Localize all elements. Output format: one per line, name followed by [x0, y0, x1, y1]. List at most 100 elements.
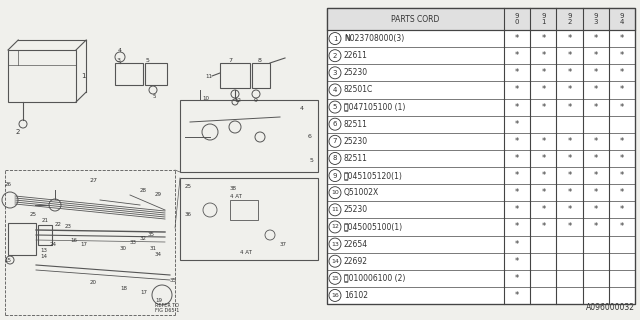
Bar [8, 50, 76, 102]
Text: 11: 11 [205, 74, 212, 78]
Text: *: * [515, 34, 519, 43]
Text: *: * [515, 51, 519, 60]
Text: 9
4: 9 4 [620, 12, 624, 26]
Text: 5: 5 [153, 94, 157, 100]
Text: *: * [541, 188, 545, 197]
Text: *: * [620, 188, 624, 197]
Text: 22: 22 [55, 221, 62, 227]
Text: *: * [541, 205, 545, 214]
Text: *: * [515, 222, 519, 231]
Text: PARTS CORD: PARTS CORD [392, 14, 440, 23]
Text: ℕ: ℕ [344, 34, 350, 43]
Text: 18: 18 [120, 285, 127, 291]
Text: *: * [620, 205, 624, 214]
Text: 22611: 22611 [344, 51, 368, 60]
Bar [115, 63, 143, 85]
Bar [180, 100, 318, 172]
Text: 13: 13 [331, 242, 339, 247]
Text: 15: 15 [4, 258, 11, 262]
Bar [327, 8, 635, 304]
Text: *: * [620, 51, 624, 60]
Text: Q51002X: Q51002X [344, 188, 380, 197]
Text: 16102: 16102 [344, 291, 368, 300]
Text: 9: 9 [254, 99, 258, 103]
Text: 9
3: 9 3 [593, 12, 598, 26]
Text: 35: 35 [148, 231, 155, 236]
Text: *: * [541, 51, 545, 60]
Text: *: * [594, 222, 598, 231]
Text: *: * [515, 205, 519, 214]
Text: Ⓑ: Ⓑ [344, 274, 349, 283]
Text: 20: 20 [90, 279, 97, 284]
Text: *: * [594, 137, 598, 146]
Text: 22654: 22654 [344, 240, 368, 249]
Text: *: * [568, 34, 572, 43]
Text: 17: 17 [140, 290, 147, 294]
Text: 4 AT: 4 AT [230, 194, 242, 198]
Text: 35: 35 [170, 277, 177, 283]
Text: 1: 1 [81, 73, 86, 79]
Text: *: * [620, 34, 624, 43]
Text: 28: 28 [140, 188, 147, 193]
Text: 4 AT: 4 AT [240, 250, 252, 254]
Text: *: * [541, 137, 545, 146]
Text: *: * [515, 120, 519, 129]
Text: 12: 12 [331, 224, 339, 229]
Text: 31: 31 [150, 245, 157, 251]
Bar [180, 178, 318, 260]
Text: REFER TO
FIG D65-1: REFER TO FIG D65-1 [155, 303, 179, 313]
Text: *: * [541, 103, 545, 112]
Text: 3: 3 [117, 59, 121, 63]
Text: 11: 11 [331, 207, 339, 212]
Text: *: * [620, 171, 624, 180]
Text: 14: 14 [331, 259, 339, 264]
Text: *: * [568, 85, 572, 94]
Text: 4: 4 [118, 47, 122, 52]
Text: 33: 33 [130, 239, 137, 244]
Text: 9
2: 9 2 [567, 12, 572, 26]
Text: 6: 6 [333, 121, 337, 127]
Text: *: * [594, 85, 598, 94]
Text: *: * [620, 85, 624, 94]
Bar [327, 8, 635, 304]
Text: Ⓜ: Ⓜ [344, 222, 349, 231]
Text: 5: 5 [146, 59, 150, 63]
Text: 4: 4 [300, 106, 304, 110]
Text: *: * [515, 291, 519, 300]
Text: 14: 14 [40, 254, 47, 260]
Text: *: * [515, 188, 519, 197]
Text: *: * [515, 171, 519, 180]
Text: 10: 10 [331, 190, 339, 195]
Text: 25230: 25230 [344, 205, 368, 214]
Text: *: * [568, 68, 572, 77]
Text: 5: 5 [310, 157, 314, 163]
Text: 3: 3 [333, 70, 337, 76]
Text: 15: 15 [331, 276, 339, 281]
Text: 9
0: 9 0 [515, 12, 520, 26]
Text: 8: 8 [258, 58, 262, 62]
Text: 27: 27 [90, 178, 98, 182]
Text: 5: 5 [333, 104, 337, 110]
Text: 7: 7 [228, 58, 232, 62]
Text: 16: 16 [70, 237, 77, 243]
Text: 8: 8 [333, 156, 337, 161]
Bar [230, 200, 258, 220]
Text: 37: 37 [280, 243, 287, 247]
Text: Ⓜ047105100 (1): Ⓜ047105100 (1) [344, 103, 405, 112]
Bar [220, 63, 250, 88]
Text: 9: 9 [333, 172, 337, 179]
Text: *: * [568, 51, 572, 60]
Text: *: * [594, 34, 598, 43]
Text: *: * [515, 103, 519, 112]
Text: 82501C: 82501C [344, 85, 373, 94]
Text: *: * [515, 240, 519, 249]
Text: 12: 12 [234, 99, 241, 103]
Text: *: * [594, 68, 598, 77]
Text: 23: 23 [65, 225, 72, 229]
Text: *: * [594, 188, 598, 197]
Text: 82511: 82511 [344, 120, 368, 129]
Text: 29: 29 [155, 193, 162, 197]
Text: *: * [620, 103, 624, 112]
Bar [327, 8, 635, 30]
Text: *: * [515, 68, 519, 77]
